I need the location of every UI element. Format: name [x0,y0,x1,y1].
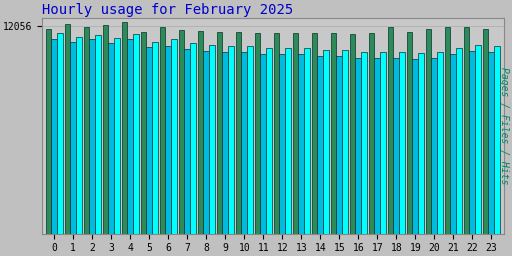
Bar [317,56,323,233]
Bar [254,33,261,233]
Bar [51,39,57,233]
Bar [274,33,280,233]
Bar [152,42,158,233]
Bar [464,27,470,233]
Bar [374,58,380,233]
Text: Hourly usage for February 2025: Hourly usage for February 2025 [42,3,293,17]
Bar [407,32,413,233]
Bar [228,46,234,233]
Bar [393,58,399,233]
Bar [355,58,361,233]
Bar [361,51,367,233]
Bar [76,37,82,233]
Bar [369,33,374,233]
Bar [475,45,481,233]
Bar [261,54,266,233]
Bar [399,51,405,233]
Bar [90,39,95,233]
Bar [57,34,63,233]
Bar [103,25,109,233]
Bar [413,59,418,233]
Bar [285,48,291,233]
Bar [380,51,386,233]
Bar [488,52,494,233]
Bar [483,29,488,233]
Bar [190,43,196,233]
Bar [342,50,348,233]
Bar [312,33,317,233]
Bar [323,50,329,233]
Bar [426,29,432,233]
Bar [418,53,424,233]
Bar [242,52,247,233]
Bar [456,48,462,233]
Bar [437,51,443,233]
Bar [388,27,393,233]
Bar [171,39,177,233]
Bar [141,32,146,233]
Bar [266,48,272,233]
Bar [494,46,500,233]
Bar [179,30,184,233]
Y-axis label: Pages / Files / Hits: Pages / Files / Hits [499,67,509,185]
Bar [445,27,451,233]
Bar [46,29,51,233]
Bar [222,52,228,233]
Bar [209,45,215,233]
Bar [280,54,285,233]
Bar [95,35,101,233]
Bar [217,32,222,233]
Bar [160,27,165,233]
Bar [432,58,437,233]
Bar [470,51,475,233]
Bar [236,32,242,233]
Bar [165,46,171,233]
Bar [293,33,298,233]
Bar [336,56,342,233]
Bar [70,42,76,233]
Bar [109,43,114,233]
Bar [203,51,209,233]
Bar [65,24,70,233]
Bar [122,22,127,233]
Bar [133,34,139,233]
Bar [247,46,253,233]
Bar [451,54,456,233]
Bar [184,49,190,233]
Bar [198,31,203,233]
Bar [350,34,355,233]
Bar [298,54,304,233]
Bar [331,33,336,233]
Bar [146,47,152,233]
Bar [83,27,90,233]
Bar [127,39,133,233]
Bar [304,48,310,233]
Bar [114,38,120,233]
